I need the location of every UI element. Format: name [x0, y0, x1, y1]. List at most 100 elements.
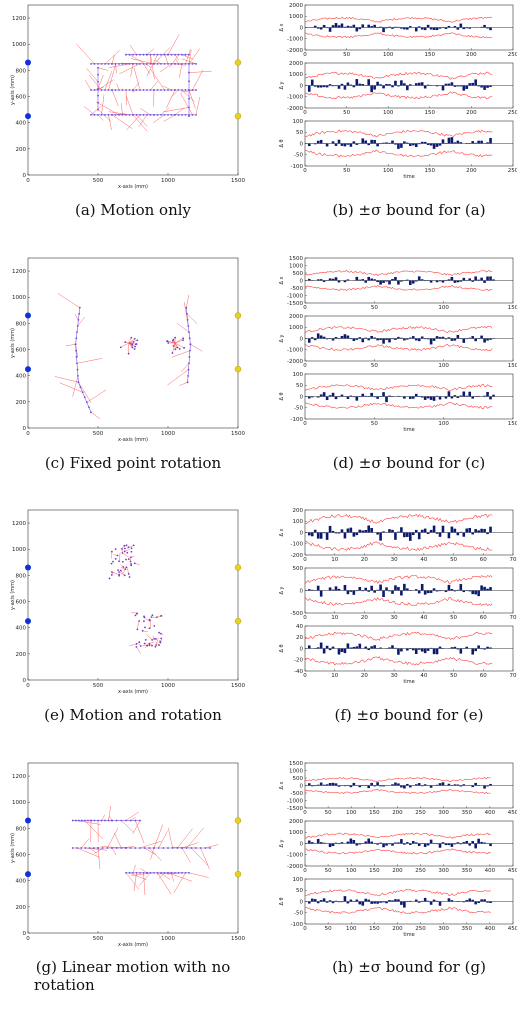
- sigma-lower-bound: [304, 906, 491, 914]
- error-bar: [397, 842, 400, 844]
- x-tick-label: 1000: [161, 683, 175, 689]
- x-tick-label: 100: [383, 52, 394, 58]
- error-bar: [370, 26, 373, 28]
- error-bar: [444, 590, 448, 593]
- figure-caption: (g) Linear motion with no: [36, 958, 231, 976]
- error-bar: [388, 843, 391, 845]
- error-bar: [400, 337, 403, 339]
- trajectory-point: [160, 614, 163, 617]
- error-bar: [483, 24, 486, 28]
- y-tick-label: 800: [16, 321, 27, 327]
- sensor-yellow-marker: [234, 617, 242, 625]
- subplot-0: -200 -100 0 100 200 0 10 20 30 40 50 60 70 Δ x: [279, 508, 517, 563]
- error-bar: [358, 643, 362, 649]
- direction-line: [128, 340, 138, 344]
- y-tick-label: -100: [291, 164, 304, 170]
- y-tick-label: 1200: [12, 16, 26, 22]
- error-bar: [403, 83, 406, 86]
- error-bar: [382, 280, 385, 283]
- error-bar: [391, 900, 394, 902]
- direction-line: [160, 107, 170, 116]
- error-bar: [394, 782, 397, 786]
- direction-line: [174, 54, 180, 61]
- error-bar: [358, 587, 362, 591]
- error-bar: [438, 590, 442, 592]
- direction-line: [125, 872, 140, 890]
- trajectory-point: [127, 352, 130, 355]
- x-tick-label: 250: [415, 810, 426, 816]
- error-bar: [477, 395, 480, 397]
- direction-line: [111, 847, 117, 856]
- error-bar: [432, 338, 436, 341]
- y-tick-label: 800: [16, 68, 27, 74]
- trajectory-point: [134, 614, 137, 617]
- error-bar: [382, 531, 385, 533]
- y-tick-label: -500: [291, 611, 304, 617]
- error-bar: [429, 785, 433, 788]
- y-tick-label: 200: [16, 905, 27, 911]
- error-bar: [334, 143, 338, 146]
- error-bar: [313, 899, 317, 902]
- figure-caption: (b) ±σ bound for (a): [332, 201, 485, 219]
- x-tick-label: 0: [303, 673, 307, 679]
- error-bar: [325, 645, 329, 649]
- error-bar: [391, 590, 394, 594]
- trajectory-point: [125, 558, 127, 561]
- x-tick-label: 40: [420, 673, 427, 679]
- error-bar: [492, 279, 495, 281]
- y-tick-label: -2000: [287, 106, 303, 112]
- y-tick-label: 500: [293, 776, 304, 782]
- x-tick-label: 150: [508, 421, 517, 427]
- sensor-yellow-marker: [234, 817, 242, 824]
- direction-line: [111, 572, 120, 575]
- error-bar: [388, 529, 391, 533]
- direction-line: [108, 815, 113, 821]
- direction-line: [169, 54, 179, 68]
- error-bar: [307, 338, 311, 343]
- error-bar: [349, 143, 353, 147]
- x-tick-label: 100: [346, 810, 357, 816]
- error-bar: [319, 590, 323, 597]
- error-bar: [349, 84, 353, 86]
- error-bar: [474, 142, 477, 144]
- subplot-2: -100 -50 0 50 100 0 50 100 150 200 250 300 350 400 450…: [279, 877, 517, 932]
- error-bar: [477, 901, 480, 904]
- error-bar: [438, 901, 442, 906]
- direction-line: [57, 293, 80, 308]
- error-bar: [462, 391, 466, 397]
- error-bar: [379, 84, 382, 86]
- error-bar: [453, 26, 457, 28]
- error-bar: [313, 529, 317, 533]
- direction-line: [179, 382, 188, 386]
- error-bar: [406, 27, 409, 30]
- sigma-lower-bound: [304, 91, 493, 100]
- subplot-2: -100 -50 0 50 100 0 50 100 150 200 250 Δ θ: [279, 119, 517, 174]
- direction-line: [78, 382, 92, 403]
- error-bar: [414, 280, 418, 282]
- error-bar: [361, 84, 365, 86]
- error-bar: [426, 648, 430, 651]
- y-tick-label: 0: [23, 931, 27, 937]
- error-bar: [406, 85, 409, 91]
- figure-caption: (h) ±σ bound for (g): [332, 958, 486, 976]
- x-tick-label: 50: [371, 363, 378, 369]
- trajectory-point: [132, 544, 135, 547]
- y-tick-label: 200: [16, 147, 27, 153]
- error-bar: [382, 843, 385, 848]
- error-bar: [310, 898, 314, 902]
- error-bar: [331, 646, 335, 649]
- error-bar: [438, 646, 442, 649]
- direction-line: [131, 89, 137, 93]
- direction-line: [180, 363, 190, 372]
- error-bar: [435, 336, 439, 339]
- error-bar: [447, 783, 451, 786]
- error-bar: [420, 396, 424, 398]
- error-bar: [435, 648, 439, 655]
- direction-line: [130, 45, 137, 55]
- error-bar: [394, 80, 397, 86]
- error-bar: [432, 899, 436, 902]
- error-bar: [307, 85, 311, 92]
- error-bar: [385, 843, 388, 846]
- error-bar: [465, 840, 469, 844]
- direction-line: [188, 48, 200, 64]
